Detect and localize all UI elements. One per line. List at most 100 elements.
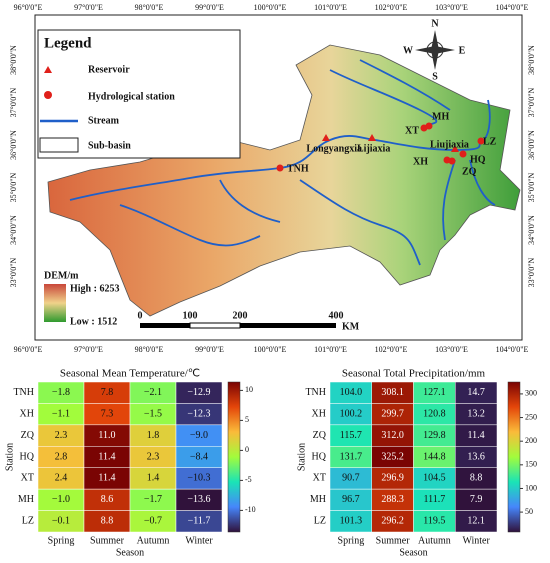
cell-label: 7.9 [470, 494, 483, 505]
scale-label: 200 [233, 310, 248, 321]
station-label: MH [432, 111, 449, 122]
cell-label: 1.8 [147, 430, 160, 441]
cell-label: 13.6 [467, 451, 485, 462]
colorbar-tick-label: 10 [245, 385, 253, 394]
lon-label: 104°0'0"E [496, 3, 529, 12]
y-tick-label: TNH [305, 387, 326, 398]
compass-label: N [431, 18, 439, 29]
scale-label: 100 [183, 310, 198, 321]
cell-label: 90.7 [342, 473, 360, 484]
cell-label: 7.8 [101, 387, 114, 398]
legend-label: Reservoir [88, 64, 130, 75]
lon-label: 101°0'0"E [314, 345, 347, 354]
y-tick-label: HQ [20, 451, 35, 462]
cell-label: 120.8 [423, 408, 446, 419]
lon-label: 102°0'0"E [375, 345, 408, 354]
station-label: HQ [470, 154, 486, 165]
cell-label: −1.0 [52, 494, 70, 505]
cell-label: 2.4 [55, 473, 68, 484]
cell-label: 325.2 [381, 451, 404, 462]
cell-label: −9.0 [190, 430, 208, 441]
cell-label: 308.1 [381, 387, 404, 398]
station-label: XT [405, 125, 419, 136]
lon-label: 103°0'0"E [435, 345, 468, 354]
colorbar-tick-label: 300 [525, 389, 537, 398]
y-tick-label: LZ [314, 516, 326, 527]
cell-label: 2.8 [55, 451, 68, 462]
basin [47, 44, 521, 317]
reservoir-label: Liujiaxia [430, 139, 469, 150]
station [276, 164, 284, 172]
x-tick-label: Winter [185, 535, 213, 546]
compass [415, 30, 455, 70]
lon-label: 100°0'0"E [254, 345, 287, 354]
cell-label: −11.7 [188, 516, 211, 527]
y-tick-label: HQ [312, 451, 327, 462]
x-tick-label: Autumn [418, 535, 451, 546]
cell-label: 11.4 [468, 430, 485, 441]
reservoir-symbol [44, 66, 52, 73]
legend-label: Sub-basin [88, 140, 131, 151]
station-label: ZQ [462, 166, 477, 177]
cell-label: −0.7 [144, 516, 162, 527]
scale-bar [140, 322, 336, 329]
lon-label: 99°0'0"E [195, 3, 224, 12]
heat-cell [175, 510, 223, 533]
y-tick-label: TNH [13, 387, 34, 398]
reservoir-label: Lijiaxia [357, 143, 390, 154]
station [459, 150, 467, 158]
cell-label: 111.7 [423, 494, 445, 505]
x-axis-label: Season [399, 547, 427, 558]
lat-label: 37°0'0"N [527, 87, 536, 117]
lat-label: 38°0'0"N [527, 45, 536, 75]
cell-label: 7.3 [101, 408, 114, 419]
scale-label: 0 [138, 310, 143, 321]
cell-label: 11.4 [98, 451, 115, 462]
cell-label: 115.7 [340, 430, 362, 441]
cell-label: 14.7 [467, 387, 485, 398]
lat-label: 38°0'0"N [9, 45, 18, 75]
cell-label: −10.3 [187, 473, 210, 484]
cell-label: −13.6 [187, 494, 210, 505]
y-tick-label: LZ [22, 516, 34, 527]
cell-label: 8.8 [470, 473, 483, 484]
cell-label: −1.1 [52, 408, 70, 419]
cell-label: 100.2 [340, 408, 363, 419]
lat-label: 35°0'0"N [9, 172, 18, 202]
cell-label: 104.5 [423, 473, 446, 484]
legend-label: Hydrological station [88, 91, 175, 102]
cell-label: −1.7 [144, 494, 162, 505]
cell-label: 131.7 [340, 451, 363, 462]
colorbar-tick-label: 5 [245, 415, 249, 424]
lon-label: 97°0'0"E [74, 3, 103, 12]
lon-label: 98°0'0"E [135, 3, 164, 12]
lon-label: 96°0'0"E [14, 345, 43, 354]
cell-label: 8.8 [101, 516, 114, 527]
reservoir [368, 134, 376, 141]
lat-label: 36°0'0"N [9, 130, 18, 160]
cell-label: 127.1 [423, 387, 446, 398]
station-symbol [44, 91, 52, 99]
x-tick-label: Winter [462, 535, 490, 546]
chart-title: Seasonal Total Precipitation/mm [342, 368, 486, 380]
station-label: XH [413, 156, 428, 167]
y-axis-label: Station [4, 443, 15, 471]
lon-label: 96°0'0"E [14, 3, 43, 12]
y-tick-label: ZQ [313, 430, 327, 441]
colorbar-tick-label: -10 [245, 505, 256, 514]
cell-label: 11.0 [98, 430, 115, 441]
cell-label: 13.2 [467, 408, 485, 419]
y-tick-label: XT [21, 473, 34, 484]
lon-label: 97°0'0"E [74, 345, 103, 354]
station-label: TNH [287, 163, 309, 174]
heat-cell [455, 510, 498, 533]
lat-label: 37°0'0"N [9, 87, 18, 117]
compass-label: E [459, 45, 466, 56]
cell-label: 12.1 [467, 516, 485, 527]
compass-label: S [432, 71, 438, 82]
subbasin-symbol [39, 137, 79, 153]
cell-label: −8.4 [190, 451, 208, 462]
cell-label: −0.1 [52, 516, 70, 527]
scale-label: 400 [329, 310, 344, 321]
dem-low: Low : 1512 [70, 316, 117, 327]
